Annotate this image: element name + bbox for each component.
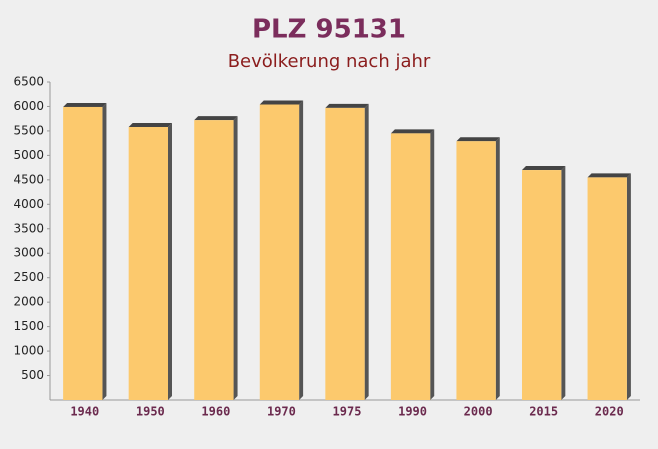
bar — [587, 177, 627, 400]
x-tick-label: 1970 — [267, 405, 296, 419]
y-tick-label: 1500 — [13, 319, 44, 333]
x-tick-label: 1960 — [201, 405, 230, 419]
bar-side — [495, 137, 500, 400]
chart-subtitle: Bevölkerung nach jahr — [228, 51, 431, 72]
y-tick-label: 1000 — [13, 344, 44, 358]
bar-top — [63, 102, 107, 107]
bar-top — [522, 166, 566, 171]
bar-top — [325, 103, 369, 108]
x-tick-label: 1950 — [136, 405, 165, 419]
y-tick-label: 2500 — [13, 270, 44, 284]
bar-side — [430, 129, 435, 400]
bar-side — [233, 116, 238, 400]
y-tick-label: 6500 — [13, 75, 44, 89]
y-tick-label: 5500 — [13, 123, 44, 137]
bar — [325, 107, 365, 400]
bar-top — [194, 116, 238, 121]
bar-top — [390, 129, 435, 134]
y-tick-label: 3500 — [13, 221, 44, 235]
bar — [456, 141, 496, 400]
x-tick-label: 1975 — [333, 405, 362, 419]
bar — [390, 133, 431, 400]
bar-side — [168, 123, 172, 401]
bar — [128, 127, 168, 401]
x-tick-label: 1990 — [398, 405, 427, 419]
y-tick-label: 6000 — [13, 99, 44, 113]
bar-side — [299, 100, 304, 401]
x-tick-label: 2020 — [595, 405, 624, 419]
y-tick-label: 4500 — [13, 172, 44, 186]
bar — [522, 170, 562, 400]
bar-side — [364, 103, 369, 400]
x-tick-label: 2015 — [529, 405, 558, 419]
bar-top — [128, 123, 172, 128]
x-tick-label: 2000 — [464, 405, 493, 419]
bar-side — [102, 102, 107, 400]
chart-title: PLZ 95131 — [252, 15, 406, 45]
bar — [259, 104, 300, 401]
bar-top — [456, 137, 500, 142]
y-tick-label: 4000 — [13, 197, 44, 211]
y-tick-label: 500 — [21, 368, 44, 382]
bar — [194, 120, 234, 400]
x-tick-label: 1940 — [70, 405, 99, 419]
y-tick-label: 2000 — [13, 295, 44, 309]
bar-side — [626, 173, 631, 400]
y-tick-label: 5000 — [13, 148, 44, 162]
bar-top — [587, 173, 631, 178]
bar-top — [259, 100, 304, 105]
y-tick-label: 3000 — [13, 246, 44, 260]
bar-side — [561, 166, 566, 400]
bar — [63, 106, 103, 400]
